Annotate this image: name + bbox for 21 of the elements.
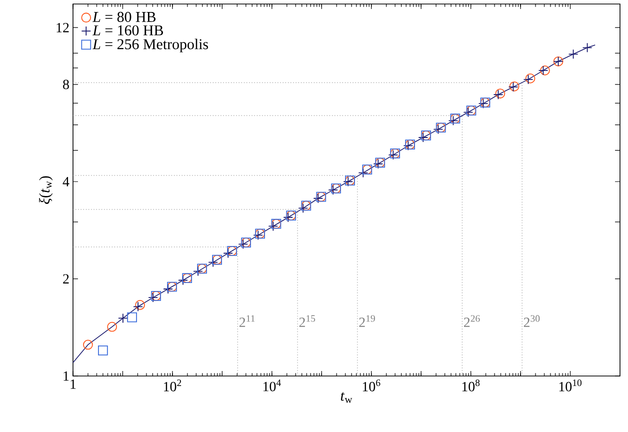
x-tick-label: 10$^{2}$	[164, 380, 182, 392]
x-tick-label: 10$^{10}$	[559, 380, 582, 392]
annotation: 2$^{30}$	[524, 315, 540, 327]
y-axis-title: ξ(t$_{w}$)	[39, 176, 53, 204]
y-tick-label: 2	[63, 274, 69, 284]
x-tick-label: 10$^{4}$	[263, 380, 281, 392]
x-axis-title: t$_{w}$	[340, 392, 352, 403]
annotation: 2$^{19}$	[359, 315, 375, 327]
y-tick-label: 8	[63, 80, 69, 90]
annotation: 2$^{11}$	[239, 315, 255, 327]
annotation: 2$^{15}$	[299, 315, 316, 327]
x-tick-label: 1	[70, 380, 76, 389]
annotation: 2$^{26}$	[464, 315, 480, 327]
legend-label: L = 160 HB	[92, 25, 163, 36]
x-tick-label: 10$^{6}$	[362, 380, 380, 392]
y-tick-label: 12	[56, 22, 69, 32]
y-tick-label: 4	[62, 177, 70, 186]
legend-label: L = 80 HB	[92, 12, 156, 22]
y-tick-label: 1	[64, 371, 69, 381]
legend-label: L = 256 Metropolis	[92, 38, 208, 52]
x-tick-label: 10$^{8}$	[462, 380, 480, 392]
